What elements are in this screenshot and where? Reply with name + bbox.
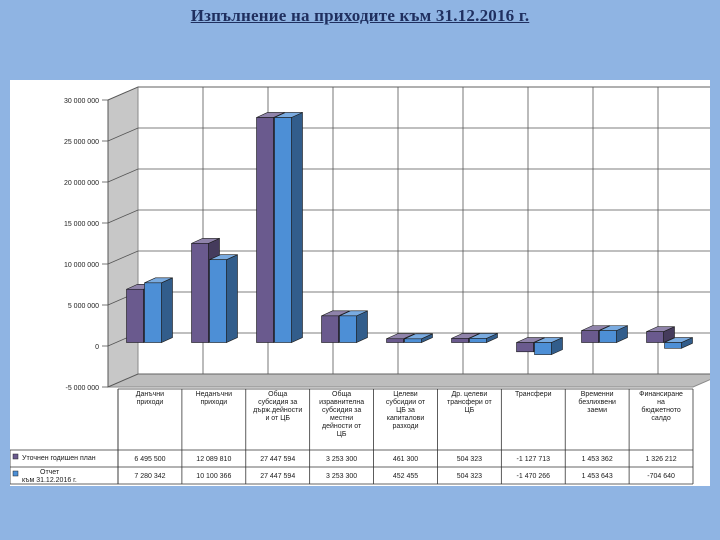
revenue-bar-chart: -5 000 000 0 5 000 000 10 000 000 15 000 000… [10, 86, 710, 485]
category-label: Временни безлихвени заеми [578, 391, 616, 414]
y-tick-label: -5 000 000 [66, 385, 100, 392]
category-label: Обща изравнителна субсидия за местни дейност… [319, 390, 364, 438]
bar-side [356, 310, 368, 343]
data-value-label: 1 453 643 [582, 473, 613, 480]
y-tick-label: 0 [95, 344, 99, 351]
bar-series1-cat9 [646, 326, 675, 343]
bar-front [144, 282, 162, 343]
y-tick-label: 20 000 000 [64, 180, 99, 187]
legend-key [12, 470, 19, 477]
data-value-label: 6 495 500 [134, 456, 165, 463]
bar-series2-cat6 [469, 332, 498, 343]
bar-front [646, 331, 664, 343]
bar-front [516, 342, 534, 353]
bar-series2-cat2 [209, 254, 238, 343]
bar-front [664, 342, 682, 349]
y-tick-label: 25 000 000 [64, 139, 99, 146]
y-tick-label: 15 000 000 [64, 221, 99, 228]
y-tick-label: 5 000 000 [68, 303, 99, 310]
bar-front [469, 338, 487, 343]
y-tick-label: 10 000 000 [64, 262, 99, 269]
bar-front [404, 338, 422, 343]
category-label: Неданъчни приходи [196, 391, 233, 406]
category-label: Трансфери [515, 391, 552, 398]
bar-side [291, 111, 303, 343]
category-label: Данъчни приходи [136, 391, 164, 406]
bar-front [321, 315, 339, 343]
data-value-label: 504 323 [457, 456, 482, 463]
bar-front [581, 330, 599, 343]
y-tick-label: 30 000 000 [64, 98, 99, 105]
bar-front [599, 330, 617, 343]
bar-front [451, 338, 469, 343]
category-label: Др. целеви трансфери от ЦБ [447, 391, 492, 414]
data-value-label: -1 470 266 [517, 473, 551, 480]
data-value-label: 27 447 594 [260, 473, 295, 480]
data-value-label: 10 100 366 [196, 473, 231, 480]
data-value-label: 3 253 300 [326, 456, 357, 463]
data-value-label: -704 640 [647, 473, 675, 480]
bar-series2-cat9 [664, 337, 693, 349]
category-label: Финансиране на бюджетното салдо [639, 391, 683, 422]
category-label: Обща субсидия за държ.дейности и от ЦБ [253, 390, 302, 422]
category-label: Целеви субсидии от ЦБ за капиталови разходи [386, 391, 426, 430]
data-value-label: 3 253 300 [326, 473, 357, 480]
data-value-label: 504 323 [457, 473, 482, 480]
bar-front [256, 117, 274, 343]
bar-series2-cat5 [404, 333, 433, 343]
bar-series2-cat3 [274, 111, 303, 343]
bar-front [339, 315, 357, 343]
bar-series2-cat8 [599, 325, 628, 343]
series-name: Отчет към 31.12.2016 г. [22, 469, 77, 484]
bar-front [534, 342, 552, 355]
bar-side [161, 277, 173, 343]
data-value-label: 27 447 594 [260, 456, 295, 463]
data-value-label: 452 455 [393, 473, 418, 480]
data-value-label: 1 453 362 [582, 456, 613, 463]
bar-front [274, 117, 292, 343]
bar-front [126, 288, 144, 343]
page-title: Изпълнение на приходите към 31.12.2016 г… [190, 6, 530, 25]
bar-series2-cat1 [144, 277, 173, 343]
chart-floor [107, 373, 710, 388]
bar-side [226, 254, 238, 343]
bar-front [209, 259, 227, 343]
bar-series2-cat4 [339, 310, 368, 343]
bar-front [191, 243, 209, 343]
data-value-label: 1 326 212 [645, 456, 676, 463]
bar-series2-cat7 [534, 337, 563, 356]
data-value-label: 461 300 [393, 456, 418, 463]
chart-panel: -5 000 000 0 5 000 000 10 000 000 15 000 000… [10, 80, 710, 486]
series-name: Уточнен годишен план [22, 455, 96, 462]
legend-key [12, 453, 19, 460]
bar-front [386, 338, 404, 343]
data-value-label: -1 127 713 [517, 456, 551, 463]
data-value-label: 12 089 810 [196, 456, 231, 463]
data-value-label: 7 280 342 [134, 473, 165, 480]
